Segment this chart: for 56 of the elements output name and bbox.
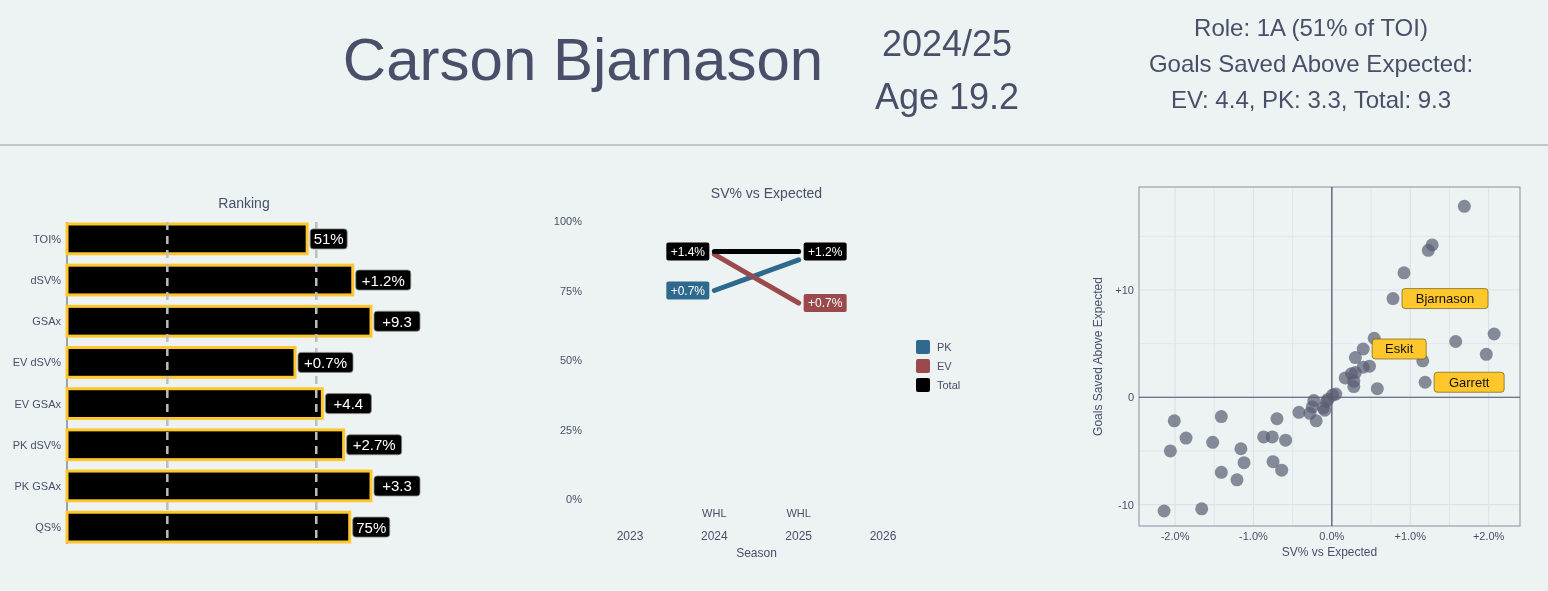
x-tick-label: 0.0% <box>1319 530 1345 542</box>
text: Role: 1A (51% of TOI) <box>1194 13 1428 41</box>
annotation: +4.4 <box>333 395 364 413</box>
text: Age 19.2 <box>874 75 1020 117</box>
annotation: +0.7% <box>807 296 843 311</box>
y-tick-label: dSV% <box>30 274 62 287</box>
annotation: +0.7% <box>304 353 347 371</box>
x-tick-label: +1.0% <box>1394 530 1427 542</box>
x-axis-title: SV% vs Expected <box>1281 545 1378 559</box>
y-tick-label: 25% <box>559 423 583 436</box>
y-tick-label: TOI% <box>33 232 62 245</box>
x-axis-title: Season <box>736 546 777 560</box>
annotation: 51% <box>313 230 344 248</box>
y-tick-label: 0 <box>1127 391 1134 404</box>
annotation: +2.7% <box>352 436 396 454</box>
y-axis-title: Goals Saved Above Expected <box>1091 277 1105 436</box>
annotation: 75% <box>356 518 387 536</box>
annotation: +1.2% <box>807 244 843 259</box>
text: Goals Saved Above Expected: <box>1148 49 1474 77</box>
legend-label: Total <box>937 379 961 391</box>
x-tick-label: 2023 <box>616 529 644 543</box>
annotation: Bjarnason <box>1415 291 1475 307</box>
legend-label: EV <box>937 360 953 372</box>
x-tick-label: -1.0% <box>1239 530 1269 542</box>
y-tick-label: +10 <box>1115 283 1134 296</box>
text: WHL <box>702 507 727 519</box>
annotation: Garrett <box>1448 374 1490 390</box>
chart-title: Ranking <box>218 195 270 211</box>
annotation: +1.2% <box>361 271 405 289</box>
annotation: +9.3 <box>382 312 412 330</box>
text: 2024/25 <box>881 22 1013 64</box>
chart-title: SV% vs Expected <box>710 185 823 201</box>
y-tick-label: QS% <box>35 521 62 534</box>
legend-label: PK <box>937 341 953 353</box>
annotation: +0.7% <box>670 283 706 298</box>
text: Carson Bjarnason <box>342 26 824 93</box>
x-tick-label: -2.0% <box>1160 530 1190 542</box>
x-tick-label: 2024 <box>700 529 728 543</box>
y-tick-label: PK dSV% <box>12 438 62 451</box>
y-tick-label: EV dSV% <box>12 356 62 369</box>
x-tick-label: 2025 <box>785 529 813 543</box>
y-tick-label: 75% <box>559 284 583 297</box>
text: WHL <box>786 507 811 519</box>
annotation: +1.4% <box>670 244 706 259</box>
text: EV: 4.4, PK: 3.3, Total: 9.3 <box>1170 85 1452 113</box>
y-tick-label: 50% <box>559 354 583 366</box>
y-tick-label: GSAx <box>32 315 62 328</box>
y-tick-label: 0% <box>566 493 583 505</box>
y-tick-label: -10 <box>1118 498 1134 511</box>
y-tick-label: 100% <box>553 215 583 227</box>
x-tick-label: +2.0% <box>1472 530 1505 542</box>
annotation: +3.3 <box>382 477 412 495</box>
annotation: Eskit <box>1385 341 1414 357</box>
y-tick-label: EV GSAx <box>14 397 62 410</box>
y-tick-label: PK GSAx <box>14 479 62 492</box>
x-tick-label: 2026 <box>869 529 897 543</box>
